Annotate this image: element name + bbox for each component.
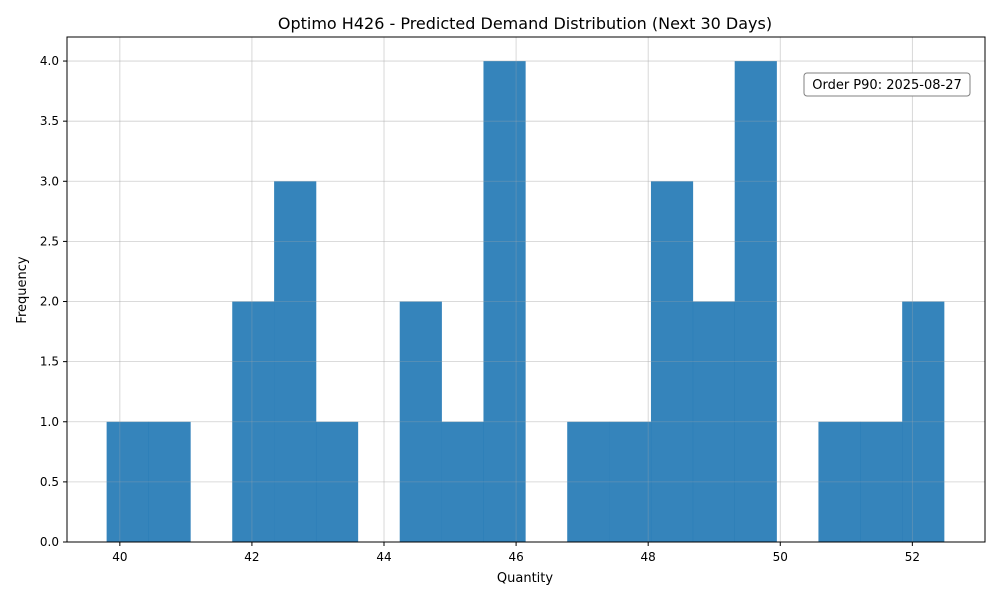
x-tick-label: 46 [508, 550, 523, 564]
histogram-bar [818, 421, 861, 542]
y-tick-label: 3.0 [40, 174, 59, 188]
histogram-bar [232, 301, 275, 542]
annotation-box: Order P90: 2025-08-27 [803, 72, 971, 97]
histogram-bar [148, 421, 191, 542]
histogram-bar [274, 181, 317, 543]
chart-title: Optimo H426 - Predicted Demand Distribut… [278, 14, 772, 33]
histogram-bar [315, 421, 359, 542]
annotation-text: Order P90: 2025-08-27 [812, 78, 962, 93]
y-tick-label: 1.5 [40, 355, 59, 369]
x-tick-label: 50 [773, 550, 788, 564]
y-tick-label: 1.0 [40, 415, 59, 429]
x-tick-label: 52 [905, 550, 920, 564]
x-tick-label: 44 [376, 550, 391, 564]
x-tick-label: 42 [244, 550, 259, 564]
x-tick-label: 40 [112, 550, 127, 564]
x-axis-label: Quantity [497, 571, 553, 586]
y-tick-label: 2.5 [40, 234, 59, 248]
histogram-bar [441, 421, 484, 542]
annotation-frame [803, 72, 971, 97]
x-tick-label: 48 [641, 550, 656, 564]
histogram-bar [399, 301, 442, 542]
plot-area-frame [66, 36, 986, 543]
histogram-bar [902, 301, 945, 542]
y-tick-label: 3.5 [40, 114, 59, 128]
histogram-bar [734, 61, 777, 543]
y-tick-label: 0.5 [40, 475, 59, 489]
histogram-bar [860, 421, 903, 542]
y-tick-label: 4.0 [40, 54, 59, 68]
histogram-bar [483, 61, 526, 543]
y-tick-label: 2.0 [40, 295, 59, 309]
histogram-bar [692, 301, 735, 542]
histogram-bar [650, 181, 694, 543]
y-axis-label: Frequency [15, 256, 30, 323]
y-tick-label: 0.0 [40, 535, 59, 549]
histogram-bar [567, 421, 610, 542]
histogram-bar [609, 421, 652, 542]
histogram-bar [106, 421, 149, 542]
